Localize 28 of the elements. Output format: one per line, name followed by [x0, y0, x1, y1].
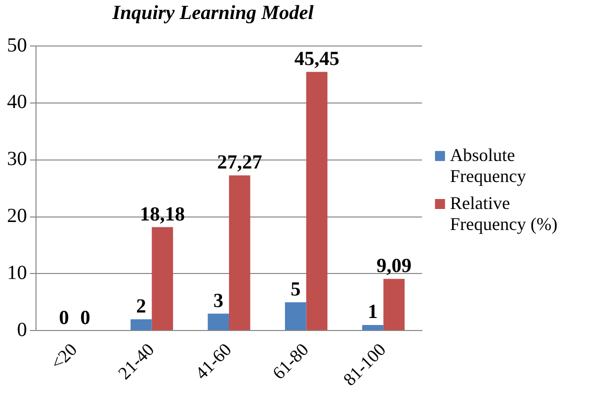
bar [284, 302, 306, 330]
data-label: 5 [290, 278, 301, 300]
y-tick-label: 10 [7, 262, 27, 284]
data-label: 0 [80, 306, 90, 329]
y-tick-label: 30 [7, 148, 27, 170]
data-label: 2 [136, 295, 146, 318]
data-label: 1 [368, 301, 378, 324]
legend-label: Absolute Frequency [450, 145, 527, 187]
legend-label: Relative Frequency (%) [450, 193, 558, 235]
data-label: 0 [58, 306, 69, 329]
data-label: 18,18 [140, 203, 185, 226]
bar [306, 72, 328, 330]
y-tick-label: 0 [17, 318, 27, 341]
data-label: 9,09 [376, 255, 412, 278]
bar [229, 175, 250, 330]
y-tick-label: 50 [7, 34, 27, 56]
x-tick-label: <20 [46, 339, 81, 374]
y-tick-label: 40 [7, 91, 27, 114]
bar [362, 324, 384, 330]
chart-title: Inquiry Learning Model [111, 2, 314, 24]
bar [152, 227, 174, 330]
bar [130, 319, 152, 330]
data-label: 45,45 [294, 48, 340, 70]
bar [383, 278, 405, 330]
y-tick-label: 20 [7, 205, 27, 228]
data-label: 27,27 [217, 152, 262, 174]
data-label: 3 [213, 290, 224, 312]
bar [208, 314, 229, 330]
